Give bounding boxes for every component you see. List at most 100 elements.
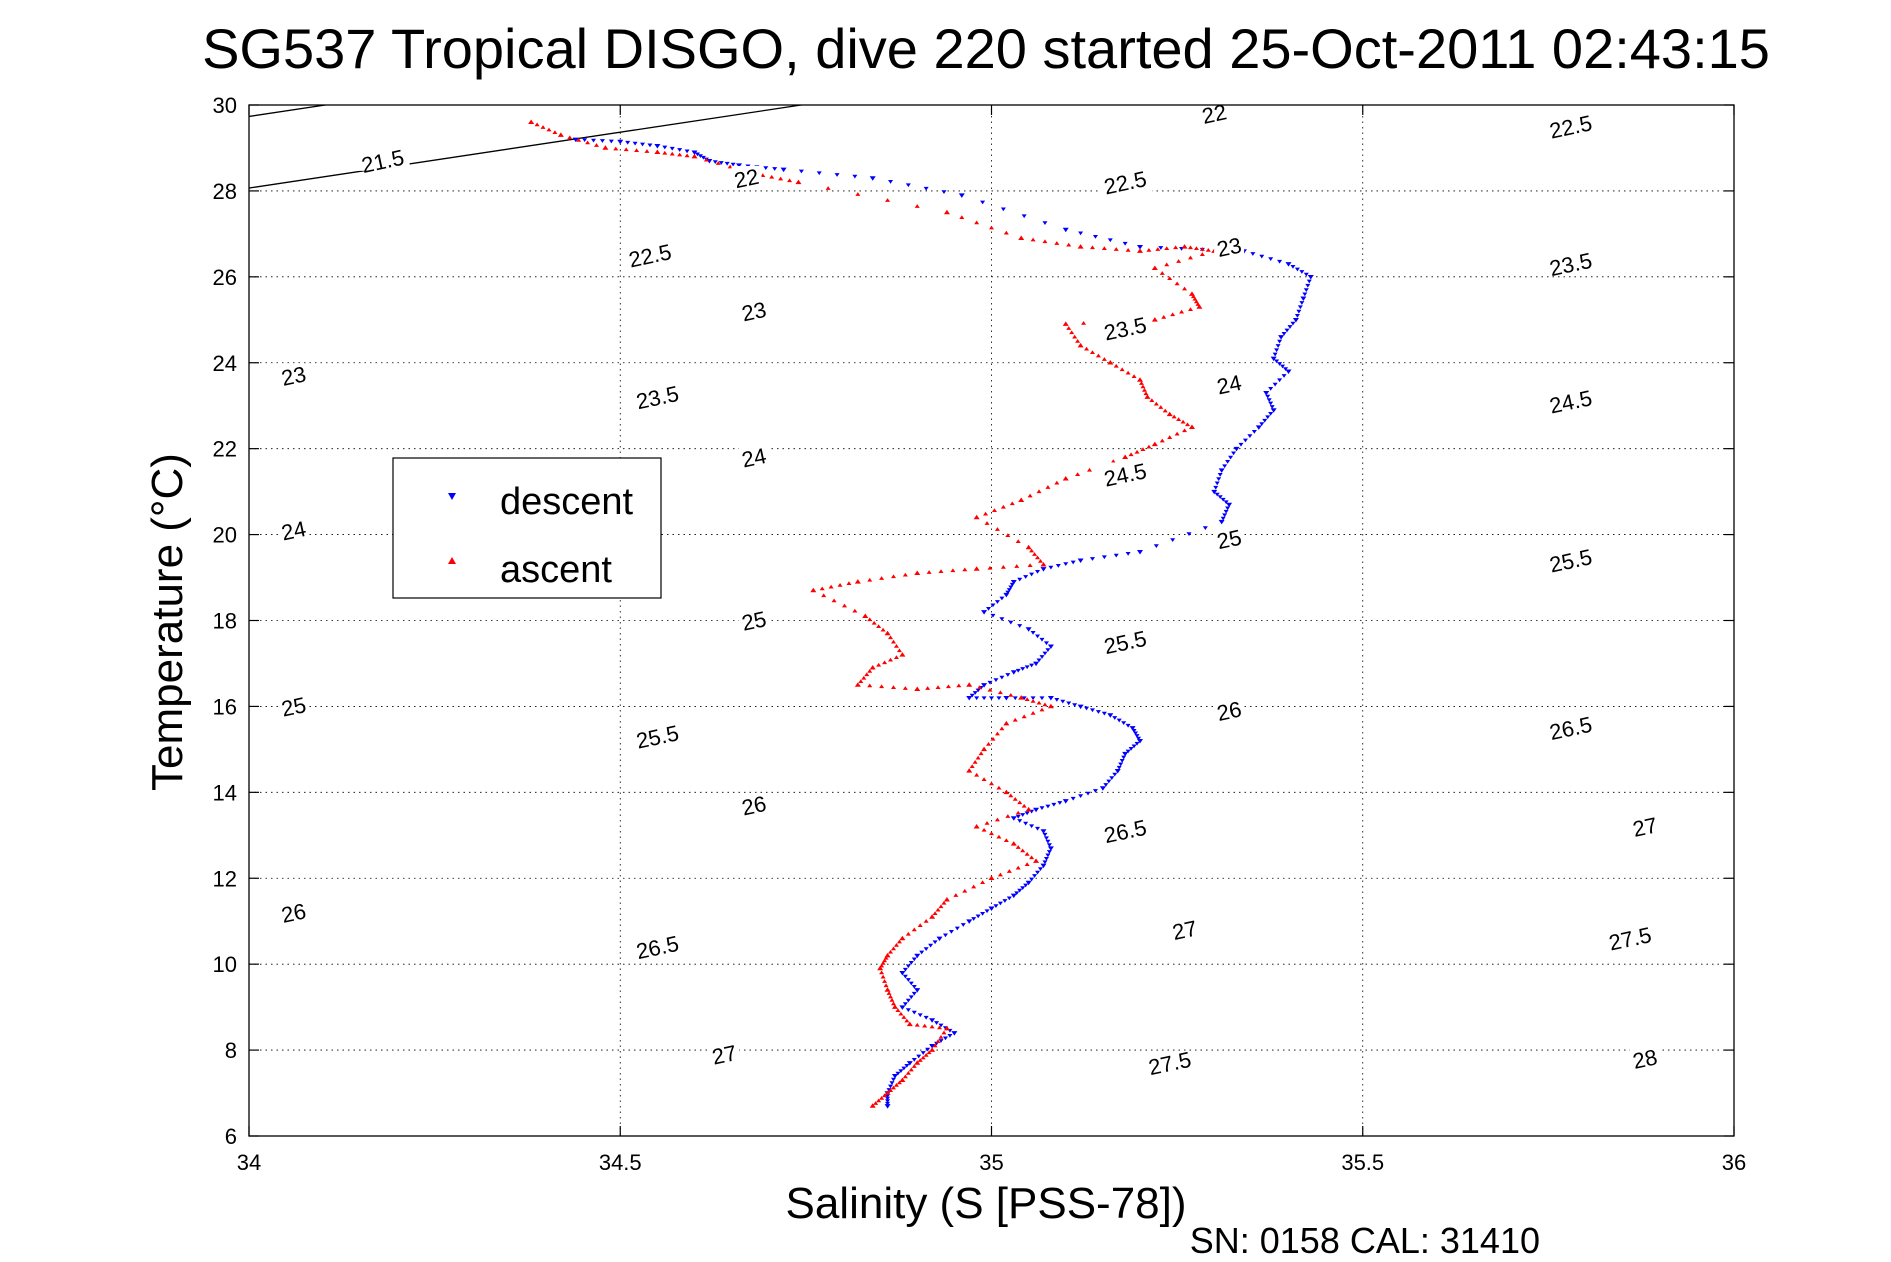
descent-trace-point <box>1109 776 1115 780</box>
descent-trace-point <box>911 1058 917 1062</box>
descent-trace-point <box>591 138 597 143</box>
ascent-trace-point <box>1015 845 1021 849</box>
ascent-trace-point <box>1005 533 1011 537</box>
descent-trace-point <box>925 1047 931 1052</box>
descent-trace-point <box>1297 305 1303 310</box>
descent-trace-point <box>960 923 966 927</box>
descent-trace-point <box>1024 811 1030 816</box>
ascent-trace-point <box>858 679 864 684</box>
ascent-trace-point <box>969 764 975 769</box>
descent-trace-point <box>954 926 960 931</box>
ascent-trace-point <box>1174 281 1180 286</box>
ascent-point <box>966 682 973 687</box>
descent-trace-point <box>1122 241 1128 246</box>
ascent-point <box>1018 235 1025 240</box>
descent-trace-point <box>1039 696 1045 701</box>
descent-point <box>1137 244 1143 250</box>
ascent-point <box>862 613 869 619</box>
ascent-trace-point <box>990 736 996 741</box>
descent-trace-point <box>1223 500 1229 505</box>
ascent-trace-point <box>1161 314 1167 319</box>
legend-box <box>392 457 662 599</box>
descent-trace-point <box>1029 824 1035 829</box>
ascent-trace-point <box>1164 262 1170 267</box>
descent-trace-point <box>1266 398 1272 402</box>
ascent-point <box>943 897 950 902</box>
ascent-point <box>854 682 861 687</box>
ascent-trace-point <box>893 943 899 947</box>
ascent-trace-point <box>888 949 894 954</box>
ascent-trace-point <box>989 225 994 230</box>
descent-trace-point <box>986 606 992 611</box>
descent-trace-point <box>1116 765 1122 770</box>
y-tick-label: 14 <box>213 780 237 805</box>
x-tick-label: 34.5 <box>599 1150 642 1175</box>
ascent-trace-point <box>1140 447 1146 452</box>
ascent-trace-point <box>1032 552 1038 556</box>
contour-label-bg <box>738 299 769 322</box>
descent-point <box>929 1043 936 1049</box>
ascent-trace-point <box>867 577 873 582</box>
descent-trace-point <box>1280 364 1286 369</box>
descent-trace-point <box>1043 856 1049 861</box>
ascent-trace-point <box>1089 245 1095 250</box>
descent-trace-point <box>1017 624 1023 628</box>
ascent-trace-point <box>880 961 886 965</box>
ascent-point <box>854 579 861 584</box>
contour-label-bg <box>1543 389 1598 412</box>
grid <box>248 104 1735 1137</box>
descent-trace-point <box>1302 292 1308 297</box>
descent-point <box>1010 580 1017 585</box>
ascent-trace-point <box>917 923 923 928</box>
ascent-trace-point <box>1029 855 1035 860</box>
ascent-trace-point <box>977 685 983 690</box>
ascent-point <box>1137 248 1143 253</box>
ascent-trace-point <box>1113 363 1119 368</box>
ascent-trace-point <box>1138 381 1144 385</box>
ascent-trace-point <box>552 130 558 134</box>
ascent-trace-point <box>1036 700 1042 705</box>
descent-trace-point <box>1303 288 1309 292</box>
ascent-point <box>899 1077 906 1082</box>
contour-label-bg <box>709 1042 740 1065</box>
contour-label-bg <box>1098 170 1153 193</box>
descent-trace-point <box>993 904 999 908</box>
ascent-trace-point <box>1042 239 1048 244</box>
ascent-trace-point <box>981 827 987 832</box>
descent-trace-point <box>1242 438 1248 443</box>
ascent-trace-point <box>905 931 911 936</box>
descent-series <box>572 137 1314 1109</box>
y-tick-label: 6 <box>225 1124 237 1149</box>
descent-point <box>1218 468 1225 473</box>
descent-trace-point <box>888 1084 894 1089</box>
descent-trace-point <box>1170 538 1176 542</box>
descent-trace-point <box>942 933 948 938</box>
descent-trace-point <box>941 190 947 195</box>
descent-trace-point <box>1045 839 1051 844</box>
descent-trace-point <box>1015 668 1021 673</box>
descent-trace-point <box>1101 555 1107 560</box>
ascent-trace-point <box>901 1015 907 1019</box>
ascent-trace-point <box>1095 353 1101 358</box>
ascent-trace-point <box>879 1095 885 1100</box>
contour-label: 22 <box>1200 99 1229 129</box>
ascent-trace-point <box>852 608 858 613</box>
ascent-trace-point <box>1193 246 1199 250</box>
y-tick-label: 18 <box>213 609 237 634</box>
ascent-trace-point <box>873 1101 879 1105</box>
ascent-trace-point <box>984 521 990 525</box>
descent-trace-point <box>885 1094 891 1098</box>
ascent-trace-point <box>1003 230 1009 235</box>
descent-trace-point <box>994 600 1000 604</box>
ascent-trace-point <box>1005 814 1011 818</box>
ascent-point <box>973 514 980 520</box>
descent-trace-point <box>1017 819 1023 823</box>
descent-trace-point <box>1112 716 1118 720</box>
contour-label-bg <box>1214 372 1245 395</box>
ascent-trace-point <box>1015 539 1021 543</box>
ascent-point <box>891 1004 898 1009</box>
descent-trace-point <box>1290 265 1296 269</box>
descent-trace-point <box>1265 415 1271 420</box>
descent-trace-point <box>625 140 631 145</box>
ascent-trace-point <box>989 781 994 786</box>
